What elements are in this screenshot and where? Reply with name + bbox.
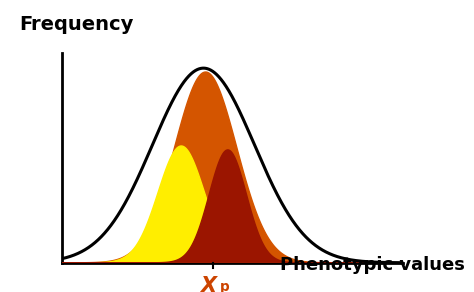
Text: X: X xyxy=(201,276,217,292)
Text: Frequency: Frequency xyxy=(19,15,133,34)
Text: Phenotypic values: Phenotypic values xyxy=(280,256,465,274)
Text: p: p xyxy=(220,280,230,292)
